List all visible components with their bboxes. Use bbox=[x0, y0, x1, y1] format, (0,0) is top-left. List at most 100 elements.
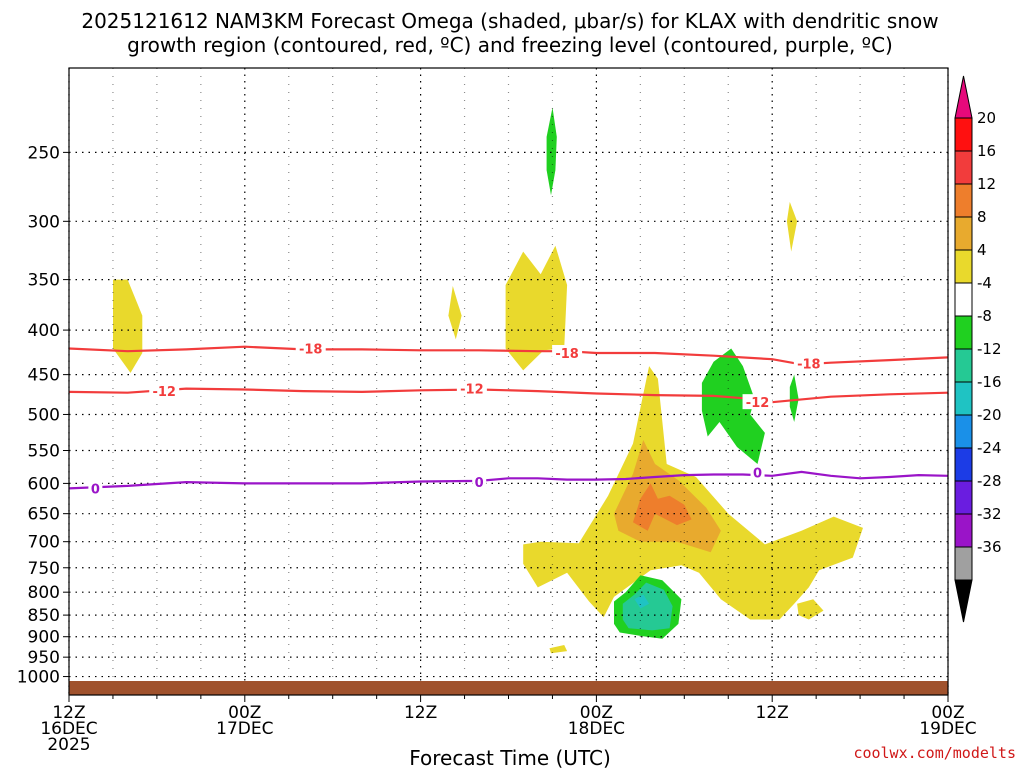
colorbar-swatch-13 bbox=[954, 546, 973, 581]
isotherm-minus-12-label-bg bbox=[456, 380, 487, 396]
freezing-level-0-label: 0 bbox=[475, 476, 484, 491]
colorbar-label-7: -12 bbox=[977, 340, 1002, 358]
colorbar-label-4: 4 bbox=[977, 241, 987, 259]
colorbar-label-0: 20 bbox=[977, 109, 996, 127]
pressure-label-650: 650 bbox=[28, 505, 60, 525]
colorbar-swatch-0 bbox=[954, 117, 973, 152]
omega-neg-12-core bbox=[634, 594, 650, 609]
isotherm-minus-12-line bbox=[68, 387, 949, 404]
x-axis-label: Forecast Time (UTC) bbox=[409, 746, 611, 768]
colorbar-swatch-6 bbox=[954, 315, 973, 350]
time-label-0-2: 16DEC bbox=[40, 719, 97, 739]
time-label-0-3: 2025 bbox=[47, 735, 90, 755]
omega-neg-small-480 bbox=[789, 374, 799, 422]
freezing-level-0-label-bg bbox=[88, 480, 103, 496]
colorbar-label-13: -36 bbox=[977, 538, 1002, 556]
time-label-36-2: 18DEC bbox=[568, 719, 625, 739]
grid-lines bbox=[68, 68, 949, 695]
colorbar-label-12: -32 bbox=[977, 505, 1002, 523]
pressure-axis: 2503003504004505005506006507007508008509… bbox=[17, 143, 69, 688]
credit-text: coolwx.com/modelts bbox=[853, 744, 1016, 762]
colorbar-label-10: -24 bbox=[977, 439, 1002, 457]
pressure-label-1000: 1000 bbox=[17, 668, 60, 688]
colorbar-top-arrow bbox=[954, 75, 973, 119]
colorbar-swatch-5 bbox=[954, 282, 973, 317]
omega-pos-small-930 bbox=[549, 645, 568, 654]
colorbar-swatch-3 bbox=[954, 216, 973, 251]
pressure-label-350: 350 bbox=[28, 271, 60, 291]
omega-pos-mid-380 bbox=[448, 286, 462, 340]
time-label-12-2: 17DEC bbox=[216, 719, 273, 739]
isotherm-minus-18-label: -18 bbox=[797, 358, 821, 373]
time-label-24-1: 12Z bbox=[404, 703, 437, 723]
isotherm-minus-18-label-bg bbox=[793, 355, 824, 371]
contour-lines: -18 -18 -18 -12 -12 -12 0 0 0 bbox=[68, 340, 949, 497]
plot-frame bbox=[68, 67, 949, 696]
omega-neg-upper-right-450 bbox=[701, 348, 765, 464]
colorbar-swatch-8 bbox=[954, 381, 973, 416]
time-label-0-1: 12Z bbox=[52, 703, 85, 723]
omega-shading-layer bbox=[113, 107, 863, 654]
time-label-36-1: 00Z bbox=[580, 703, 613, 723]
isotherm-minus-18-label-bg bbox=[295, 340, 326, 356]
chart-title-line2: growth region (contoured, red, ºC) and f… bbox=[127, 33, 893, 57]
colorbar-label-2: 12 bbox=[977, 175, 996, 193]
omega-neg-8-lower bbox=[622, 582, 673, 631]
colorbar-label-11: -28 bbox=[977, 472, 1002, 490]
pressure-label-450: 450 bbox=[28, 366, 60, 386]
colorbar-label-9: -20 bbox=[977, 406, 1002, 424]
omega-neg-upper-250 bbox=[546, 107, 557, 196]
pressure-label-750: 750 bbox=[28, 559, 60, 579]
omega-pos-left-350 bbox=[113, 279, 143, 373]
isotherm-minus-12-label: -12 bbox=[460, 383, 484, 398]
pressure-label-250: 250 bbox=[28, 143, 60, 163]
time-label-60-2: 19DEC bbox=[919, 719, 976, 739]
colorbar-swatch-11 bbox=[954, 480, 973, 515]
colorbar-swatch-10 bbox=[954, 447, 973, 482]
terrain-ground bbox=[69, 681, 948, 695]
colorbar-label-1: 16 bbox=[977, 142, 996, 160]
isotherm-minus-18-label: -18 bbox=[555, 347, 579, 362]
colorbar-label-5: -4 bbox=[977, 274, 992, 292]
colorbar: 20 16 12 8 4 -4 -8 -12 -16 -20 -24 -28 -32 -36 bbox=[954, 75, 1002, 623]
isotherm-minus-12-label: -12 bbox=[152, 385, 176, 400]
colorbar-swatch-2 bbox=[954, 183, 973, 218]
freezing-level-0-label-bg bbox=[750, 464, 765, 480]
pressure-label-900: 900 bbox=[28, 628, 60, 648]
chart-title-line1: 2025121612 NAM3KM Forecast Omega (shaded… bbox=[81, 9, 938, 33]
omega-pos-right-300 bbox=[786, 201, 798, 252]
pressure-label-800: 800 bbox=[28, 583, 60, 603]
colorbar-swatch-9 bbox=[954, 414, 973, 449]
pressure-label-950: 950 bbox=[28, 648, 60, 668]
omega-pos-mid-340 bbox=[505, 245, 568, 371]
isotherm-minus-18-label: -18 bbox=[299, 343, 323, 358]
time-label-12-1: 00Z bbox=[228, 703, 261, 723]
colorbar-label-6: -8 bbox=[977, 307, 992, 325]
colorbar-label-8: -16 bbox=[977, 373, 1002, 391]
isotherm-minus-12-label-bg bbox=[149, 383, 180, 399]
freezing-level-0-line bbox=[68, 470, 949, 490]
omega-pos-small-850 bbox=[797, 599, 824, 620]
pressure-label-400: 400 bbox=[28, 321, 60, 341]
isotherm-minus-12-label-bg bbox=[742, 394, 773, 410]
colorbar-bottom-arrow bbox=[954, 579, 973, 623]
pressure-label-600: 600 bbox=[28, 474, 60, 494]
pressure-label-500: 500 bbox=[28, 405, 60, 425]
pressure-label-700: 700 bbox=[28, 533, 60, 553]
isotherm-minus-18-label-bg bbox=[552, 345, 583, 361]
colorbar-swatch-4 bbox=[954, 249, 973, 284]
freezing-level-0-label: 0 bbox=[91, 482, 100, 497]
time-label-48-1: 12Z bbox=[756, 703, 789, 723]
colorbar-swatch-7 bbox=[954, 348, 973, 383]
colorbar-swatch-1 bbox=[954, 150, 973, 185]
time-label-60-1: 00Z bbox=[931, 703, 964, 723]
colorbar-swatch-12 bbox=[954, 513, 973, 548]
omega-pos-lower-main bbox=[523, 366, 863, 620]
pressure-label-550: 550 bbox=[28, 442, 60, 462]
omega-pos-12 bbox=[633, 483, 692, 531]
freezing-level-0-label-bg bbox=[472, 474, 487, 490]
colorbar-label-3: 8 bbox=[977, 208, 987, 226]
pressure-label-300: 300 bbox=[28, 212, 60, 232]
